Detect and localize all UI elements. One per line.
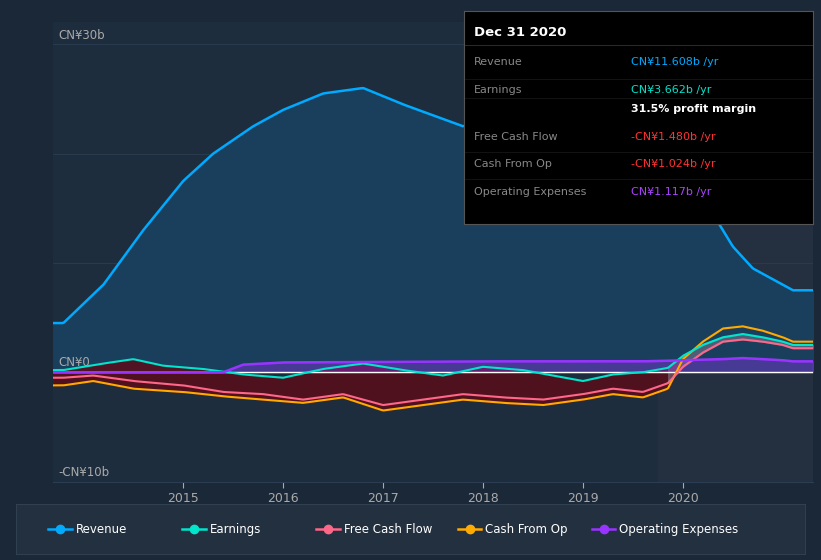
Text: Revenue: Revenue [475,57,523,67]
Text: Cash From Op: Cash From Op [475,160,553,170]
Text: Dec 31 2020: Dec 31 2020 [475,26,566,39]
Bar [658,22,813,482]
Text: CN¥1.117b /yr: CN¥1.117b /yr [631,187,712,197]
Text: Free Cash Flow: Free Cash Flow [343,522,432,536]
Text: Revenue: Revenue [76,522,127,536]
Text: CN¥0: CN¥0 [58,356,90,369]
Text: CN¥11.608b /yr: CN¥11.608b /yr [631,57,718,67]
Text: -CN¥10b: -CN¥10b [58,466,109,479]
Text: Operating Expenses: Operating Expenses [475,187,587,197]
Text: CN¥3.662b /yr: CN¥3.662b /yr [631,85,712,95]
Text: 31.5% profit margin: 31.5% profit margin [631,104,756,114]
Text: Operating Expenses: Operating Expenses [619,522,739,536]
Text: Earnings: Earnings [209,522,261,536]
Text: -CN¥1.480b /yr: -CN¥1.480b /yr [631,132,716,142]
Text: -CN¥1.024b /yr: -CN¥1.024b /yr [631,160,716,170]
Text: Cash From Op: Cash From Op [485,522,568,536]
Text: Earnings: Earnings [475,85,523,95]
Text: Free Cash Flow: Free Cash Flow [475,132,558,142]
Text: CN¥30b: CN¥30b [58,29,105,42]
